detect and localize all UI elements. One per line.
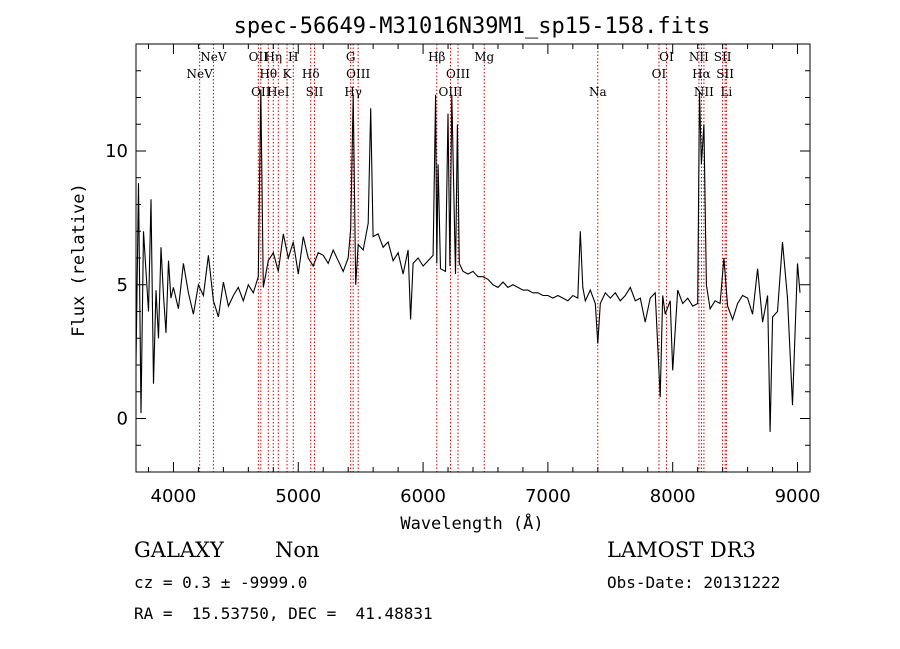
line-label-12: Hγ xyxy=(344,85,362,99)
x-tick-label: 9000 xyxy=(775,486,821,507)
line-label-17: Mg xyxy=(474,50,494,64)
line-label-7: K xyxy=(283,67,293,81)
x-axis-label: Wavelength (Å) xyxy=(400,512,543,534)
line-label-1: NeV xyxy=(200,50,227,64)
y-tick-label: 5 xyxy=(117,275,128,296)
y-tick-label: 10 xyxy=(105,141,128,162)
line-label-20: OI xyxy=(659,50,674,64)
spectrum-line xyxy=(135,89,801,432)
object-subclass: Non xyxy=(275,538,320,562)
x-tick-label: 4000 xyxy=(151,486,197,507)
line-label-18: Na xyxy=(589,85,607,99)
line-label-0: NeV xyxy=(187,67,214,81)
line-label-13: OIII xyxy=(346,67,370,81)
line-label-19: OI xyxy=(652,67,667,81)
y-tick-label: 0 xyxy=(117,409,128,430)
line-label-2: OII xyxy=(249,50,269,64)
line-label-5: Hη xyxy=(264,50,282,64)
observation-date: Obs-Date: 20131222 xyxy=(607,573,781,592)
plot-frame xyxy=(135,43,811,473)
line-label-9: Hδ xyxy=(302,67,320,81)
line-label-21: Hα xyxy=(692,67,711,81)
line-label-16: OIII xyxy=(446,67,470,81)
x-tick-label: 5000 xyxy=(275,486,321,507)
line-label-6: HeI xyxy=(267,85,290,99)
axis-tick-labels: 4000 5000 6000 7000 8000 9000 0 5 10 xyxy=(105,141,820,507)
axis-ticks xyxy=(136,43,810,473)
spectral-line-markers xyxy=(199,44,727,472)
line-label-8: H xyxy=(288,50,298,64)
line-label-15: OIII xyxy=(439,85,463,99)
line-label-22: NII xyxy=(689,50,709,64)
line-label-11: G xyxy=(346,50,356,64)
object-class: GALAXY xyxy=(134,538,224,562)
line-label-4: Hθ xyxy=(259,67,277,81)
ra-dec-line: RA = 15.53750, DEC = 41.48831 xyxy=(134,604,433,623)
x-tick-label: 6000 xyxy=(400,486,446,507)
chart-title: spec-56649-M31016N39M1_sp15-158.fits xyxy=(234,14,711,39)
redshift-line: cz = 0.3 ± -9999.0 xyxy=(134,573,308,592)
line-label-25: SII xyxy=(716,67,734,81)
y-axis-label: Flux (relative) xyxy=(69,183,89,337)
survey-name: LAMOST DR3 xyxy=(607,538,756,562)
line-label-10: SII xyxy=(306,85,324,99)
x-tick-label: 8000 xyxy=(650,486,696,507)
line-label-24: SII xyxy=(714,50,732,64)
line-label-23: NII xyxy=(694,85,714,99)
line-label-14: Hβ xyxy=(428,50,445,64)
x-tick-label: 7000 xyxy=(525,486,571,507)
line-label-26: Li xyxy=(720,85,732,99)
